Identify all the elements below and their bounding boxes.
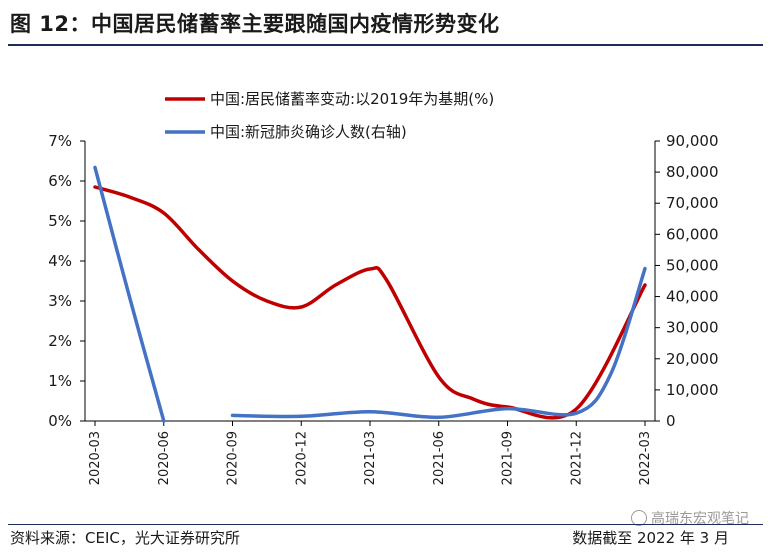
right-tick-label: 90,000 [666,132,719,150]
footer-rule [8,524,763,525]
watermark-text: 高瑞东宏观笔记 [651,511,749,527]
left-tick-label: 2% [48,332,72,350]
left-tick-label: 3% [48,292,72,310]
right-tick-label: 50,000 [666,256,719,274]
watermark: 高瑞东宏观笔记 [631,508,749,528]
x-tick-label: 2020-09 [226,431,241,485]
right-tick-label: 60,000 [666,225,719,243]
series-group [93,165,647,423]
x-tick-label: 2021-03 [363,431,378,485]
x-tick-label: 2021-12 [569,431,584,485]
data-date-note: 数据截至 2022 年 3 月 [572,529,729,547]
series-line-covid-cases-segment-1 [230,266,647,420]
x-tick-label: 2021-06 [432,431,447,485]
legend: 中国:居民储蓄率变动:以2019年为基期(%) 中国:新冠肺炎确诊人数(右轴) [165,90,494,141]
left-tick-label: 1% [48,372,72,390]
right-tick-label: 20,000 [666,350,719,368]
right-tick-label: 0 [666,412,676,430]
source-note: 资料来源：CEIC，光大证券研究所 [10,529,240,547]
title-rule [8,44,763,46]
chart-title: 图 12：中国居民储蓄率主要跟随国内疫情形势变化 [10,12,500,36]
series-line-covid-cases-segment-0 [93,165,166,423]
right-tick-label: 10,000 [666,381,719,399]
legend-label-savings: 中国:居民储蓄率变动:以2019年为基期(%) [210,90,494,108]
x-tick-label: 2020-06 [157,431,172,485]
right-tick-label: 80,000 [666,163,719,181]
x-tick-label: 2022-03 [638,431,653,485]
left-tick-label: 4% [48,252,72,270]
x-tick-label: 2020-12 [294,431,309,485]
left-tick-label: 7% [48,132,72,150]
wechat-icon [631,510,647,526]
right-tick-label: 40,000 [666,288,719,306]
x-tick-label: 2020-03 [88,431,103,485]
series-line-savings-rate-segment-0 [93,185,647,420]
right-tick-label: 30,000 [666,319,719,337]
x-tick-label: 2021-09 [501,431,516,485]
left-tick-label: 5% [48,212,72,230]
left-tick-label: 0% [48,412,72,430]
right-tick-label: 70,000 [666,194,719,212]
axes: 0% 1% 2% 3% 4% 5% 6% 7% 0 10,000 20,000 30,000 40,00… [48,132,718,485]
legend-label-covid: 中国:新冠肺炎确诊人数(右轴) [210,123,407,141]
left-tick-label: 6% [48,172,72,190]
